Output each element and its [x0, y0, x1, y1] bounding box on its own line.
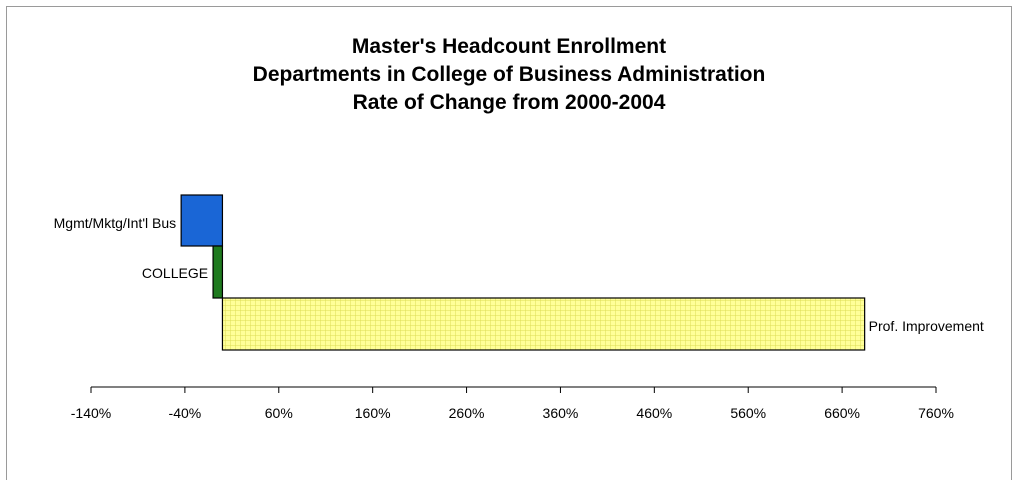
- bar-2: [221, 297, 866, 351]
- bar-0: [180, 194, 224, 247]
- x-tick-label: 260%: [449, 405, 485, 421]
- x-tick-label: 60%: [265, 405, 293, 421]
- category-label: COLLEGE: [142, 265, 208, 281]
- x-tick-label: 360%: [543, 405, 579, 421]
- chart-title-line-3: Rate of Change from 2000-2004: [352, 91, 666, 114]
- x-tick-label: -40%: [169, 405, 202, 421]
- category-label: Prof. Improvement: [869, 318, 984, 334]
- x-tick-label: 460%: [636, 405, 672, 421]
- bar-1: [212, 245, 224, 299]
- chart-frame: [6, 6, 1012, 480]
- x-tick-label: 760%: [918, 405, 954, 421]
- x-axis: -140% -40% 60% 160% 260% 360% 460% 560% 660% 760%: [71, 386, 954, 421]
- x-tick-label: 660%: [824, 405, 860, 421]
- chart-title: Master's Headcount Enrollment Department…: [0, 33, 1018, 117]
- x-tick-label: 560%: [730, 405, 766, 421]
- bars-layer: Mgmt/Mktg/Int'l Bus COLLEGE Prof. Improvem…: [54, 194, 984, 351]
- x-tick-label: 160%: [355, 405, 391, 421]
- x-tick-label: -140%: [71, 405, 111, 421]
- chart-title-line-2: Departments in College of Business Admin…: [252, 63, 766, 86]
- chart-title-line-1: Master's Headcount Enrollment: [351, 35, 667, 58]
- category-label: Mgmt/Mktg/Int'l Bus: [54, 215, 176, 231]
